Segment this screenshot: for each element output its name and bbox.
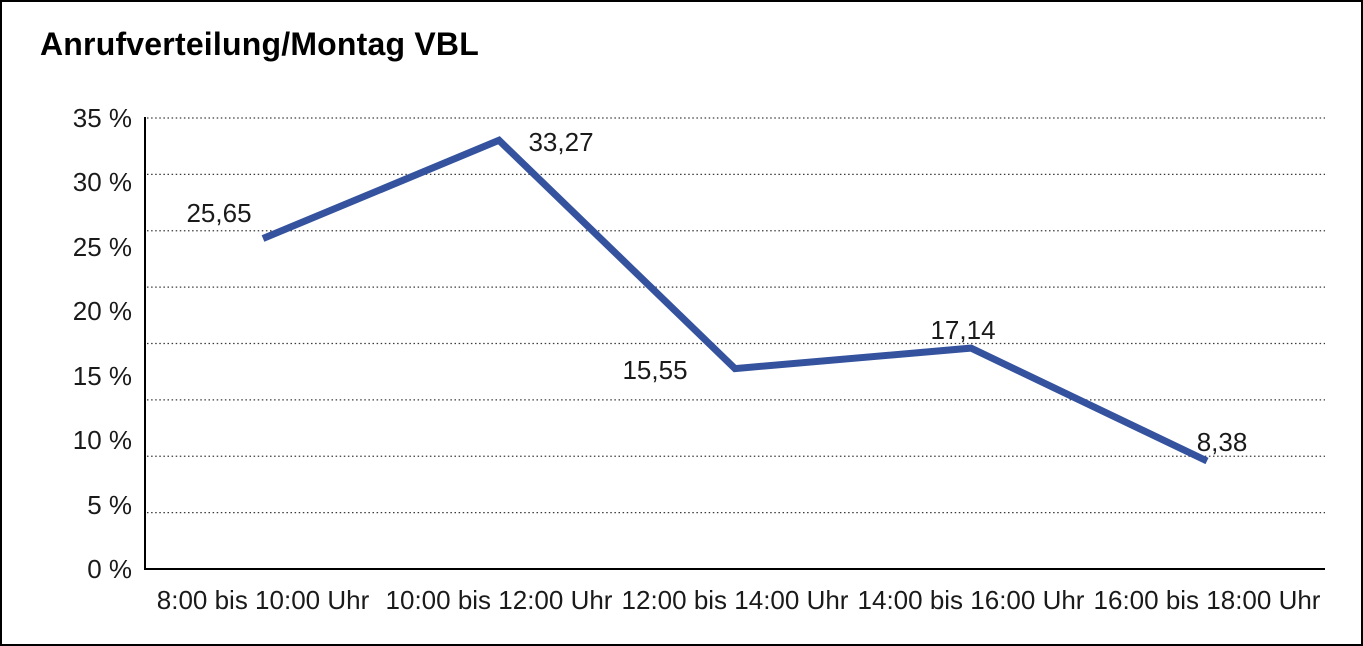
x-axis-category-label: 12:00 bis 14:00 Uhr: [621, 585, 849, 615]
data-series-line: [261, 136, 1209, 465]
y-axis-tick-label: 30 %: [72, 167, 132, 198]
y-axis-tick-label: 15 %: [72, 360, 132, 391]
data-point-value-label: 25,65: [186, 198, 252, 229]
data-point-value-label: 8,38: [1196, 427, 1248, 458]
gridlines: [147, 117, 1325, 514]
y-axis-tick-label: 35 %: [72, 103, 132, 133]
series-line: [261, 136, 1209, 465]
x-axis-category-label: 16:00 bis 18:00 Uhr: [1093, 585, 1321, 615]
x-axis-category-label: 8:00 bis 10:00 Uhr: [156, 585, 370, 615]
y-axis-tick-label: 25 %: [72, 231, 132, 262]
x-axis-category-label: 14:00 bis 16:00 Uhr: [857, 585, 1085, 615]
y-axis-tick-label: 0 %: [87, 554, 132, 584]
y-axis-tick-label: 10 %: [72, 425, 132, 456]
data-point-value-label: 17,14: [930, 315, 996, 346]
y-axis-tick-label: 5 %: [87, 489, 132, 520]
data-point-value-label: 15,55: [622, 354, 688, 385]
x-axis-category-label: 10:00 bis 12:00 Uhr: [385, 585, 613, 615]
axes: [144, 117, 1325, 570]
y-axis-tick-label: 20 %: [72, 296, 132, 327]
chart-title: Anrufverteilung/Montag VBL: [40, 26, 479, 62]
data-point-value-label: 33,27: [528, 127, 594, 158]
